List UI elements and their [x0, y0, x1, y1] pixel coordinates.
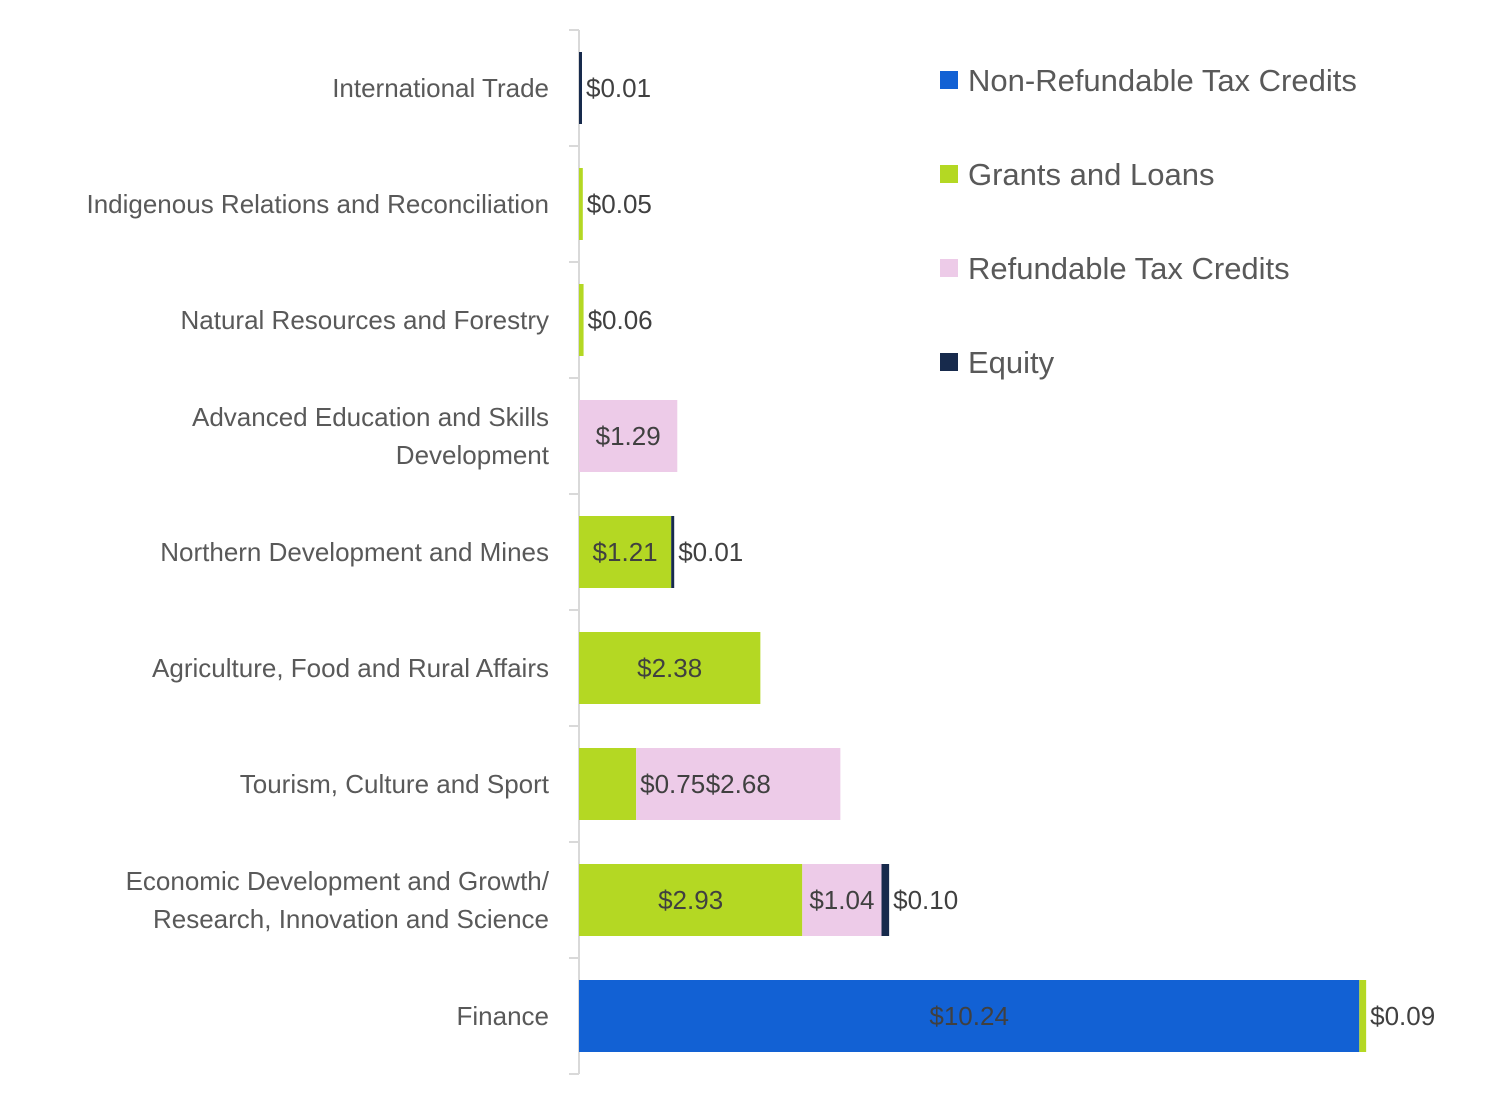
data-label: $0.10	[893, 885, 958, 915]
legend-swatch	[940, 353, 958, 371]
legend-swatch	[940, 165, 958, 183]
category-label: Indigenous Relations and Reconciliation	[86, 189, 549, 219]
bar-segment-grants-and-loans[interactable]	[579, 864, 803, 936]
category-label-line: Natural Resources and Forestry	[181, 305, 549, 335]
bar-segment-grants-and-loans[interactable]	[579, 516, 672, 588]
category-label-line: Development	[396, 440, 550, 470]
data-label: $1.04	[809, 885, 874, 915]
data-label: $0.05	[587, 189, 652, 219]
data-label: $0.01	[678, 537, 743, 567]
bar-segment-equity[interactable]	[579, 52, 582, 124]
category-label-line: Northern Development and Mines	[160, 537, 549, 567]
legend-label: Equity	[968, 345, 1055, 380]
legend-swatch	[940, 71, 958, 89]
category-label-line: Agriculture, Food and Rural Affairs	[152, 653, 549, 683]
legend-item-non-refundable-tax-credits[interactable]: Non-Refundable Tax Credits	[940, 63, 1357, 98]
bar-segment-grants-and-loans[interactable]	[1359, 980, 1367, 1052]
category-label: Tourism, Culture and Sport	[240, 769, 550, 799]
category-label: Advanced Education and Skills Development	[192, 402, 550, 470]
category-label: International Trade	[332, 73, 549, 103]
legend-item-grants-and-loans[interactable]: Grants and Loans	[940, 157, 1214, 192]
data-label: $1.21	[593, 537, 658, 567]
data-label: $10.24	[929, 1001, 1009, 1031]
data-label: $0.06	[588, 305, 653, 335]
bar-segment-equity[interactable]	[881, 864, 890, 936]
category-label: Agriculture, Food and Rural Affairs	[152, 653, 549, 683]
category-label: Economic Development and Growth/Research…	[126, 866, 550, 934]
data-label: $2.68	[706, 769, 771, 799]
legend-label: Non-Refundable Tax Credits	[968, 63, 1357, 98]
category-label-line: Finance	[457, 1001, 550, 1031]
bar-segment-non-refundable-tax-credits[interactable]	[579, 980, 1360, 1052]
legend-label: Refundable Tax Credits	[968, 251, 1290, 286]
data-label: $2.93	[658, 885, 723, 915]
data-label: $2.38	[637, 653, 702, 683]
legend-item-refundable-tax-credits[interactable]: Refundable Tax Credits	[940, 251, 1290, 286]
data-label: $0.75	[640, 769, 705, 799]
data-label: $1.29	[596, 421, 661, 451]
category-label-line: Indigenous Relations and Reconciliation	[86, 189, 549, 219]
category-label: Northern Development and Mines	[160, 537, 549, 567]
category-label-line: Tourism, Culture and Sport	[240, 769, 550, 799]
category-label: Natural Resources and Forestry	[181, 305, 549, 335]
bar-segment-refundable-tax-credits[interactable]	[579, 400, 678, 472]
bar-segment-grants-and-loans[interactable]	[579, 632, 761, 704]
category-label-line: International Trade	[332, 73, 549, 103]
bar-segment-refundable-tax-credits[interactable]	[636, 748, 841, 820]
data-label: $0.09	[1370, 1001, 1435, 1031]
bar-segment-grants-and-loans[interactable]	[579, 168, 583, 240]
bar-segment-refundable-tax-credits[interactable]	[802, 864, 882, 936]
bar-segment-grants-and-loans[interactable]	[579, 284, 584, 356]
category-label-line: Advanced Education and Skills	[192, 402, 549, 432]
bar-segment-equity[interactable]	[671, 516, 675, 588]
category-label-line: Research, Innovation and Science	[153, 904, 549, 934]
category-label: Finance	[457, 1001, 550, 1031]
bar-segment-grants-and-loans[interactable]	[579, 748, 637, 820]
legend-item-equity[interactable]: Equity	[940, 345, 1055, 380]
legend-swatch	[940, 259, 958, 277]
category-label-line: Economic Development and Growth/	[126, 866, 550, 896]
data-label: $0.01	[586, 73, 651, 103]
legend-label: Grants and Loans	[968, 157, 1214, 192]
